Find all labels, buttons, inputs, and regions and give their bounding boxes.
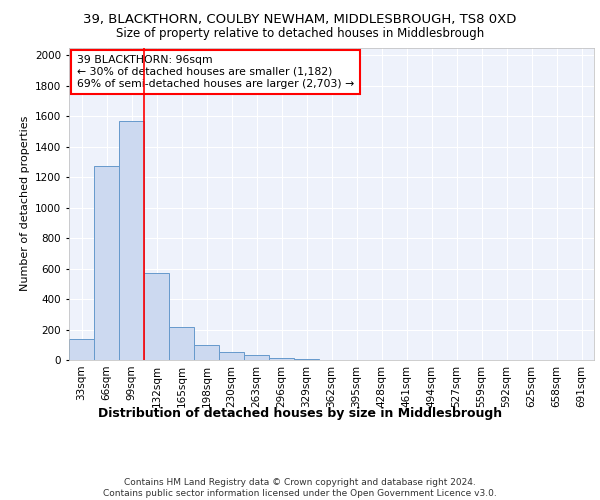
- Y-axis label: Number of detached properties: Number of detached properties: [20, 116, 29, 292]
- Bar: [169, 327, 194, 360]
- Text: 39, BLACKTHORN, COULBY NEWHAM, MIDDLESBROUGH, TS8 0XD: 39, BLACKTHORN, COULBY NEWHAM, MIDDLESBR…: [83, 12, 517, 26]
- Text: 39 BLACKTHORN: 96sqm
← 30% of detached houses are smaller (1,182)
69% of semi-de: 39 BLACKTHORN: 96sqm ← 30% of detached h…: [77, 56, 354, 88]
- Bar: [69, 338, 94, 360]
- Bar: [144, 273, 169, 360]
- Text: Distribution of detached houses by size in Middlesbrough: Distribution of detached houses by size …: [98, 408, 502, 420]
- Bar: [119, 120, 144, 360]
- Bar: [194, 345, 219, 360]
- Bar: [94, 166, 119, 360]
- Text: Size of property relative to detached houses in Middlesbrough: Size of property relative to detached ho…: [116, 28, 484, 40]
- Bar: [269, 358, 294, 360]
- Bar: [244, 356, 269, 360]
- Text: Contains HM Land Registry data © Crown copyright and database right 2024.
Contai: Contains HM Land Registry data © Crown c…: [103, 478, 497, 498]
- Bar: [294, 359, 319, 360]
- Bar: [219, 352, 244, 360]
